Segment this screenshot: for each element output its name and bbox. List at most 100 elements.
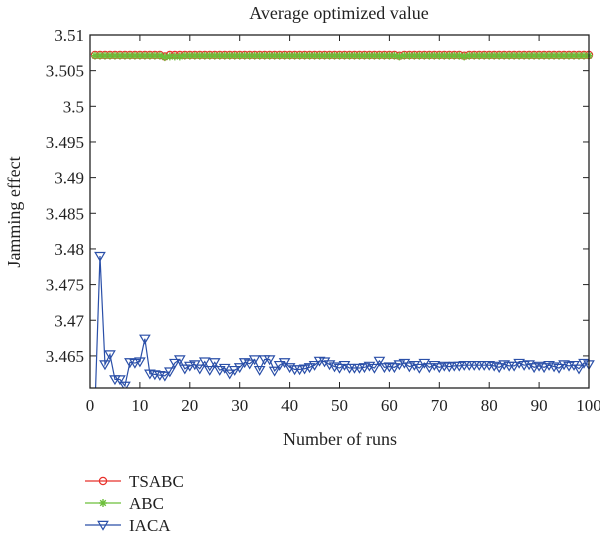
data-point-iaca xyxy=(373,356,386,367)
data-point-iaca xyxy=(493,363,506,374)
data-point-abc xyxy=(555,51,564,60)
plot-frame xyxy=(89,34,590,389)
data-point-abc xyxy=(405,51,414,60)
data-point-abc xyxy=(190,51,199,60)
data-point-iaca xyxy=(183,361,196,372)
data-point-abc xyxy=(170,52,179,61)
data-point-abc xyxy=(325,51,334,60)
data-point-iaca xyxy=(228,365,241,376)
data-point-iaca xyxy=(333,363,346,374)
data-point-abc xyxy=(270,51,279,60)
y-tick-label: 3.48 xyxy=(54,240,84,259)
data-point-iaca xyxy=(303,363,316,374)
legend-marker-iaca xyxy=(97,520,109,531)
legend-item-tsabc: TSABC xyxy=(85,472,184,491)
data-point-iaca xyxy=(388,363,401,374)
series-layer xyxy=(90,50,595,388)
data-point-iaca xyxy=(114,375,126,386)
chart-title: Average optimized value xyxy=(249,3,429,23)
x-tick-label: 50 xyxy=(331,396,348,415)
x-tick-label: 30 xyxy=(231,396,248,415)
data-point-abc xyxy=(430,51,439,60)
data-point-abc xyxy=(370,51,379,60)
data-point-abc xyxy=(525,51,534,60)
data-point-iaca xyxy=(99,360,111,371)
y-axis-title: Jamming effect xyxy=(4,156,24,267)
y-tick-label: 3.49 xyxy=(54,169,84,188)
data-point-abc xyxy=(200,51,209,60)
legend-item-abc: ABC xyxy=(85,494,164,513)
series-iaca xyxy=(94,251,595,388)
data-point-abc xyxy=(455,51,464,60)
data-point-abc xyxy=(295,51,304,60)
data-point-abc xyxy=(470,51,479,60)
legend-item-iaca: IACA xyxy=(85,516,171,535)
data-point-iaca xyxy=(119,381,131,388)
x-tick-label: 60 xyxy=(381,396,398,415)
data-point-iaca xyxy=(104,350,116,361)
data-point-abc xyxy=(440,51,449,60)
data-point-abc xyxy=(175,52,184,61)
x-tick-label: 80 xyxy=(481,396,498,415)
data-point-abc xyxy=(410,51,419,60)
data-point-iaca xyxy=(283,363,296,374)
data-point-iaca xyxy=(433,363,446,374)
x-tick-label: 100 xyxy=(576,396,600,415)
data-point-abc xyxy=(125,51,134,60)
data-point-iaca xyxy=(129,358,141,369)
series-line-tsabc xyxy=(94,54,589,58)
data-point-iaca xyxy=(223,369,236,380)
data-point-iaca xyxy=(298,364,311,375)
data-point-abc xyxy=(495,51,504,60)
data-point-iaca xyxy=(523,360,535,371)
data-point-iaca xyxy=(159,371,171,382)
y-tick-label: 3.5 xyxy=(63,97,84,116)
data-point-abc xyxy=(160,53,169,62)
x-tick-label: 0 xyxy=(86,396,95,415)
data-point-iaca xyxy=(528,363,540,374)
y-tick-label: 3.465 xyxy=(46,347,84,366)
data-point-abc xyxy=(265,51,274,60)
data-point-iaca xyxy=(408,360,421,371)
x-axis-title: Number of runs xyxy=(283,429,397,449)
data-point-iaca xyxy=(208,358,221,369)
legend-label-tsabc: TSABC xyxy=(129,472,184,491)
data-point-iaca xyxy=(508,361,520,372)
data-point-abc xyxy=(450,51,459,60)
data-point-iaca xyxy=(139,334,151,345)
data-point-iaca xyxy=(168,358,181,369)
series-line-iaca xyxy=(94,256,590,388)
data-point-iaca xyxy=(323,360,336,371)
data-point-iaca xyxy=(423,363,436,374)
data-point-iaca xyxy=(393,360,406,371)
data-point-iaca xyxy=(134,357,146,368)
data-point-iaca xyxy=(413,363,426,374)
x-tick-label: 40 xyxy=(281,396,298,415)
data-point-abc xyxy=(250,51,259,60)
data-point-abc xyxy=(460,52,469,61)
data-point-iaca xyxy=(218,363,231,374)
data-point-iaca xyxy=(318,357,331,368)
x-tick-label: 20 xyxy=(181,396,198,415)
data-point-abc xyxy=(165,52,174,61)
legend-marker-abc xyxy=(99,499,107,507)
data-point-iaca xyxy=(428,360,441,371)
legend-marker-tsabc xyxy=(98,476,108,486)
data-point-iaca xyxy=(173,355,186,366)
y-tick-label: 3.47 xyxy=(54,311,84,330)
data-point-abc xyxy=(575,51,584,60)
data-point-iaca xyxy=(163,367,176,378)
y-tick-label: 3.475 xyxy=(46,276,84,295)
x-axis: 0 10 20 30 40 50 60 70 80 90 100 xyxy=(86,35,600,415)
y-tick-label: 3.485 xyxy=(46,204,84,223)
data-point-abc xyxy=(360,51,369,60)
data-point-iaca xyxy=(198,357,211,368)
data-point-abc xyxy=(315,51,324,60)
data-point-iaca xyxy=(403,362,416,373)
data-point-iaca xyxy=(178,364,191,375)
data-point-iaca xyxy=(213,365,226,376)
y-axis: 3.465 3.47 3.475 3.48 3.485 3.49 3.495 3.5 3.505… xyxy=(46,26,589,366)
x-tick-label: 70 xyxy=(431,396,448,415)
data-point-abc xyxy=(105,51,114,60)
